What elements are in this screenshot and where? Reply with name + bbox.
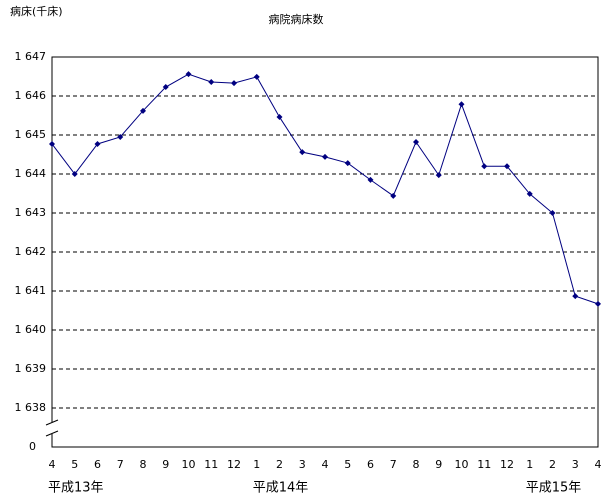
x-tick-label: 6 [367, 458, 374, 471]
data-point [185, 71, 192, 78]
y-tick-label: 1 638 [15, 401, 47, 414]
x-tick-label: 7 [390, 458, 397, 471]
x-tick-label: 5 [344, 458, 351, 471]
x-tick-label: 11 [477, 458, 491, 471]
x-tick-label: 12 [500, 458, 514, 471]
x-tick-label: 9 [162, 458, 169, 471]
plot-frame [51, 56, 599, 448]
data-point [504, 163, 510, 170]
x-tick-label: 3 [299, 458, 306, 471]
data-point [458, 101, 465, 108]
data-point [413, 139, 419, 146]
x-tick-label: 4 [595, 458, 602, 471]
axis-break [45, 419, 59, 426]
data-point [162, 84, 169, 91]
x-tick-label: 3 [572, 458, 579, 471]
x-tick-label: 9 [435, 458, 442, 471]
data-point [71, 171, 78, 177]
y-tick-label: 1 640 [15, 323, 47, 336]
data-point [572, 293, 579, 300]
x-group-label: 平成15年 [526, 481, 582, 496]
x-tick-label: 8 [140, 458, 147, 471]
x-tick-label: 10 [182, 458, 196, 471]
data-point [49, 140, 55, 147]
y-tick-label: 1 647 [15, 50, 47, 63]
x-group-label: 平成14年 [253, 481, 309, 496]
data-point [526, 190, 533, 197]
x-tick-label: 1 [526, 458, 533, 471]
y-tick-label: 1 644 [15, 167, 47, 180]
y-tick-label: 1 645 [15, 128, 47, 141]
x-tick-label: 4 [49, 458, 56, 471]
data-line [51, 73, 599, 305]
y-axis-label: 病床(千床) [10, 4, 63, 18]
y-tick-label: 1 642 [15, 245, 47, 258]
data-point [253, 73, 260, 80]
x-tick-label: 11 [204, 458, 218, 471]
axis-break-gap [47, 422, 57, 434]
data-point [595, 300, 601, 307]
data-point [435, 172, 442, 179]
y-tick-label: 1 646 [15, 89, 47, 102]
data-point [549, 210, 556, 216]
data-point [390, 192, 397, 199]
axis-break [45, 430, 59, 437]
x-tick-label: 7 [117, 458, 124, 471]
data-point [231, 80, 237, 87]
x-tick-label: 1 [253, 458, 260, 471]
data-point [322, 153, 328, 160]
x-group-label: 平成13年 [48, 481, 104, 496]
data-point [208, 78, 215, 85]
data-point [140, 107, 146, 114]
y-tick-label: 0 [29, 440, 36, 453]
data-point [117, 133, 124, 140]
x-tick-label: 2 [549, 458, 556, 471]
x-tick-label: 12 [227, 458, 241, 471]
x-tick-label: 4 [322, 458, 329, 471]
x-tick-label: 2 [276, 458, 283, 471]
data-point [344, 160, 351, 167]
data-point [481, 163, 488, 170]
x-tick-label: 6 [94, 458, 101, 471]
y-tick-label: 1 643 [15, 206, 47, 219]
data-point [367, 176, 374, 183]
data-point [276, 114, 283, 121]
x-tick-label: 8 [413, 458, 420, 471]
x-tick-label: 5 [71, 458, 78, 471]
data-point [94, 140, 101, 147]
chart-title: 病院病床数 [269, 12, 324, 26]
x-tick-label: 10 [455, 458, 469, 471]
y-tick-label: 1 641 [15, 284, 47, 297]
data-point [299, 149, 306, 156]
y-tick-label: 1 639 [15, 362, 47, 375]
